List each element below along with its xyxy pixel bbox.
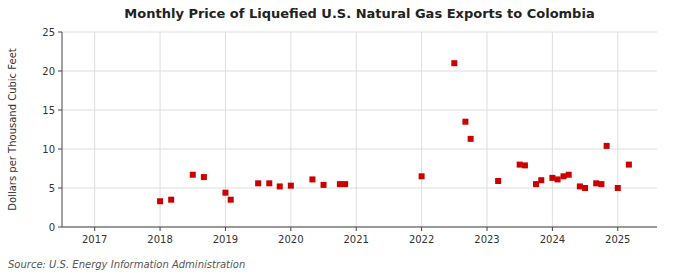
point	[168, 197, 174, 203]
point	[451, 60, 457, 66]
grid-line	[290, 32, 291, 227]
grid-line	[160, 32, 161, 227]
y-axis-line	[62, 32, 63, 227]
y-tick-label: 10	[42, 144, 55, 155]
point	[190, 172, 196, 178]
grid	[62, 32, 657, 227]
point	[228, 197, 234, 203]
x-tick	[356, 227, 357, 231]
y-tick	[58, 32, 62, 33]
chart: 0510152025201720182019202020212022202320…	[0, 0, 675, 275]
point	[517, 162, 523, 168]
x-tick-label: 2022	[409, 234, 434, 245]
y-tick-label: 15	[42, 105, 55, 116]
grid-line	[62, 188, 657, 189]
x-axis-line	[62, 227, 657, 228]
point	[615, 185, 621, 191]
point	[288, 183, 294, 189]
y-tick	[58, 110, 62, 111]
point	[533, 181, 539, 187]
grid-line	[552, 32, 553, 227]
x-tick	[94, 227, 95, 231]
x-tick-label: 2018	[147, 234, 172, 245]
grid-line	[62, 110, 657, 111]
grid-line	[421, 32, 422, 227]
point	[626, 162, 632, 168]
y-tick	[58, 71, 62, 72]
point	[222, 190, 228, 196]
point	[577, 183, 583, 189]
x-tick	[552, 227, 553, 231]
point	[468, 136, 474, 142]
grid-line	[62, 227, 657, 228]
point	[419, 173, 425, 179]
x-tick	[225, 227, 226, 231]
point	[566, 172, 572, 178]
x-tick-label: 2023	[474, 234, 499, 245]
point	[157, 198, 163, 204]
point	[561, 173, 567, 179]
x-tick	[487, 227, 488, 231]
point	[549, 175, 555, 181]
point	[462, 119, 468, 125]
x-tick-label: 2025	[605, 234, 630, 245]
point	[255, 180, 261, 186]
x-tick	[290, 227, 291, 231]
y-tick-label: 25	[42, 27, 55, 38]
grid-line	[94, 32, 95, 227]
point	[555, 176, 561, 182]
title: Monthly Price of Liquefied U.S. Natural …	[124, 6, 594, 21]
grid-line	[225, 32, 226, 227]
y-tick	[58, 188, 62, 189]
y-tick-label: 0	[49, 222, 55, 233]
point	[538, 177, 544, 183]
x-tick-label: 2019	[213, 234, 238, 245]
source-note: Source: U.S. Energy Information Administ…	[8, 259, 245, 270]
grid-line	[62, 32, 657, 33]
x-tick	[421, 227, 422, 231]
background	[0, 0, 675, 275]
y-tick	[58, 227, 62, 228]
y-axis-label: Dollars per Thousand Cubic Feet	[7, 48, 18, 211]
point	[277, 183, 283, 189]
point	[321, 182, 327, 188]
y-tick-label: 20	[42, 66, 55, 77]
points	[157, 60, 632, 204]
point	[604, 143, 610, 149]
x-tick	[160, 227, 161, 231]
x-tick-label: 2020	[278, 234, 303, 245]
point	[309, 176, 315, 182]
point	[495, 178, 501, 184]
x-tick-label: 2024	[540, 234, 565, 245]
grid-line	[62, 149, 657, 150]
x-tick-label: 2021	[344, 234, 369, 245]
x-tick	[617, 227, 618, 231]
axes: 0510152025201720182019202020212022202320…	[42, 27, 630, 246]
point	[598, 181, 604, 187]
grid-line	[62, 71, 657, 72]
point	[593, 180, 599, 186]
grid-line	[356, 32, 357, 227]
y-tick	[58, 149, 62, 150]
point	[522, 162, 528, 168]
point	[266, 180, 272, 186]
y-tick-label: 5	[49, 183, 55, 194]
point	[342, 181, 348, 187]
point	[582, 185, 588, 191]
grid-line	[487, 32, 488, 227]
point	[337, 181, 343, 187]
x-tick-label: 2017	[82, 234, 107, 245]
point	[201, 174, 207, 180]
grid-line	[617, 32, 618, 227]
